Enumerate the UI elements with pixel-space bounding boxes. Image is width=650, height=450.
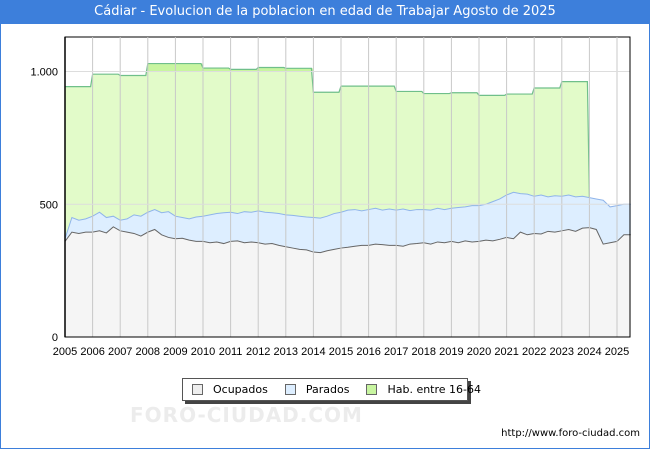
x-tick-label: 2015 — [329, 346, 353, 358]
x-tick-label: 2012 — [246, 346, 270, 358]
x-tick-label: 2018 — [412, 346, 436, 358]
x-tick-label: 2023 — [550, 346, 574, 358]
x-tick-label: 2007 — [108, 346, 132, 358]
watermark: FORO-CIUDAD.COM — [130, 403, 363, 427]
x-tick-label: 2011 — [219, 346, 243, 358]
x-tick-label: 2016 — [356, 346, 380, 358]
x-tick-label: 2024 — [577, 346, 601, 358]
hab-area — [65, 63, 590, 239]
legend-label: Parados — [305, 383, 350, 396]
y-tick-label: 500 — [40, 199, 58, 211]
parados-area — [65, 192, 631, 253]
legend: Ocupados Parados Hab. entre 16-64 — [182, 378, 481, 401]
legend-swatch — [366, 384, 378, 395]
legend-label: Hab. entre 16-64 — [387, 383, 482, 396]
legend-item-hab: Hab. entre 16-64 — [366, 383, 481, 396]
x-tick-label: 2010 — [191, 346, 215, 358]
hab-above-1000 — [147, 63, 176, 72]
x-tick-label: 2006 — [80, 346, 104, 358]
x-tick-label: 2019 — [439, 346, 463, 358]
footer-url[interactable]: http://www.foro-ciudad.com — [501, 428, 640, 439]
legend-swatch — [284, 384, 296, 395]
legend-label: Ocupados — [213, 383, 268, 396]
chart-title: Cádiar - Evolucion de la poblacion en ed… — [0, 0, 650, 24]
x-tick-label: 2025 — [605, 346, 629, 358]
hab-above-1000 — [285, 68, 314, 72]
x-tick-label: 2014 — [301, 346, 325, 358]
hab-above-1000 — [203, 68, 231, 72]
hab-above-1000 — [258, 67, 286, 72]
x-tick-label: 2017 — [384, 346, 408, 358]
hab-above-1000 — [230, 69, 259, 72]
hab-line — [65, 62, 590, 198]
x-tick-label: 2020 — [467, 346, 491, 358]
x-tick-label: 2008 — [136, 346, 160, 358]
x-tick-label: 2013 — [274, 346, 298, 358]
y-tick-label: 0 — [52, 332, 58, 344]
ocupados-area — [65, 226, 631, 337]
x-tick-label: 2022 — [522, 346, 546, 358]
legend-swatch — [192, 384, 203, 395]
parados-line — [64, 191, 631, 239]
x-tick-label: 2009 — [163, 346, 187, 358]
x-tick-label: 2005 — [53, 346, 77, 358]
legend-item-parados: Parados — [284, 383, 350, 396]
legend-item-ocupados: Ocupados — [192, 383, 268, 396]
ocupados-line — [64, 226, 631, 254]
y-tick-label: 1.000 — [30, 67, 58, 79]
hab-above-1000 — [175, 63, 203, 72]
x-tick-label: 2021 — [494, 346, 518, 358]
